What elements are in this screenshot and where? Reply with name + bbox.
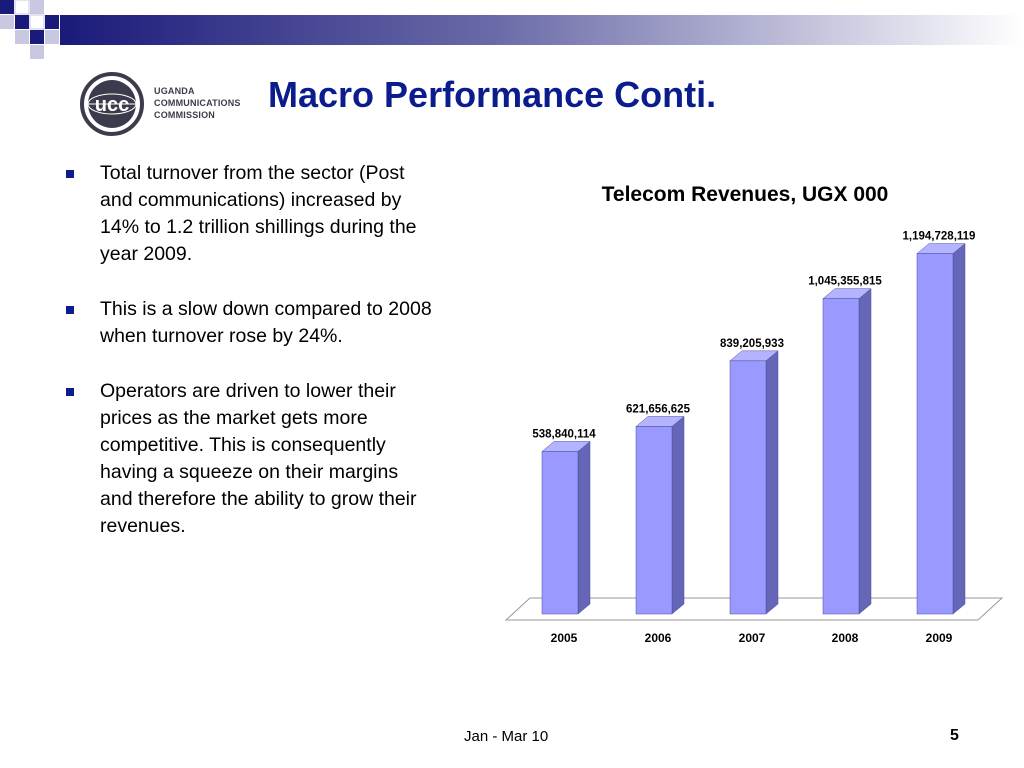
bullet-list: Total turnover from the sector (Post and… xyxy=(62,160,432,568)
bar xyxy=(541,451,579,615)
ucc-logo: ucc UGANDA COMMUNICATIONS COMMISSION xyxy=(72,72,262,136)
x-tick-label: 2008 xyxy=(832,631,859,645)
x-tick-label: 2007 xyxy=(739,631,766,645)
data-label: 839,205,933 xyxy=(720,338,784,350)
bar-side xyxy=(671,415,685,615)
bullet-item: This is a slow down compared to 2008 whe… xyxy=(62,296,432,350)
bullet-text: Total turnover from the sector (Post and… xyxy=(100,162,417,265)
square-bullet-icon xyxy=(66,306,74,314)
bar xyxy=(635,426,673,615)
bar-side xyxy=(858,288,872,615)
bullet-text: This is a slow down compared to 2008 whe… xyxy=(100,298,432,347)
logo-line-2: COMMUNICATIONS xyxy=(154,98,241,108)
x-tick-label: 2006 xyxy=(645,631,672,645)
x-tick-label: 2005 xyxy=(551,631,578,645)
revenue-bar-chart: 538,840,114 2005 621,656,625 2006 839,205,93… xyxy=(504,231,1004,645)
page-number: 5 xyxy=(950,727,959,744)
footer-date: Jan - Mar 10 xyxy=(464,728,549,745)
square-bullet-icon xyxy=(66,170,74,178)
data-label: 1,194,728,119 xyxy=(903,231,976,243)
x-tick-label: 2009 xyxy=(926,631,953,645)
logo-line-3: COMMISSION xyxy=(154,110,216,120)
logo-line-1: UGANDA xyxy=(154,86,195,96)
bar xyxy=(916,253,954,615)
bullet-item: Total turnover from the sector (Post and… xyxy=(62,160,432,268)
bullet-item: Operators are driven to lower their pric… xyxy=(62,378,432,540)
bar-side xyxy=(765,350,779,615)
bar-side xyxy=(577,440,591,615)
slide-title: Macro Performance Conti. xyxy=(268,74,717,115)
top-decor-band xyxy=(0,0,1024,59)
bullet-text: Operators are driven to lower their pric… xyxy=(100,380,417,537)
ucc-emblem-icon: ucc xyxy=(80,72,144,136)
square-bullet-icon xyxy=(66,388,74,396)
data-label: 621,656,625 xyxy=(626,403,691,415)
bar xyxy=(729,360,767,615)
bar xyxy=(822,298,860,615)
bar-side xyxy=(952,243,966,615)
logo-mark: ucc xyxy=(95,94,129,116)
data-label: 1,045,355,815 xyxy=(808,276,882,288)
data-label: 538,840,114 xyxy=(532,428,596,440)
chart-title: Telecom Revenues, UGX 000 xyxy=(601,183,889,206)
